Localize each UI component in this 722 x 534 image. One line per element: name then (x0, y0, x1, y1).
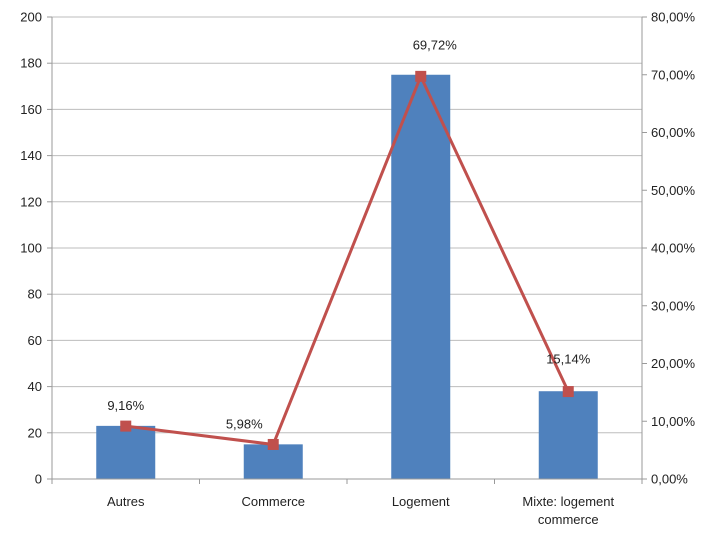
data-label: 5,98% (226, 416, 263, 431)
category-label: Mixte: logement (522, 494, 614, 509)
left-axis-tick-label: 80 (28, 287, 42, 302)
category-label: commerce (538, 512, 599, 527)
category-label: Commerce (241, 494, 305, 509)
data-label: 69,72% (413, 37, 458, 52)
left-axis-tick-label: 0 (35, 472, 42, 487)
bar-series (96, 74, 598, 479)
right-axis-tick-label: 80,00% (651, 10, 696, 25)
line-marker (120, 420, 132, 432)
bar (243, 444, 303, 479)
line-marker (415, 70, 427, 82)
right-axis-tick-label: 60,00% (651, 125, 696, 140)
right-axis-tick-label: 30,00% (651, 298, 696, 313)
line-series (120, 70, 574, 450)
left-axis-tick-label: 160 (20, 102, 42, 117)
left-axis-tick-label: 20 (28, 425, 42, 440)
bar (96, 425, 156, 479)
category-label: Logement (392, 494, 450, 509)
data-label: 15,14% (546, 352, 591, 367)
right-axis-tick-label: 10,00% (651, 414, 696, 429)
axes (47, 16, 647, 484)
data-label: 9,16% (107, 398, 144, 413)
left-axis-tick-label: 140 (20, 148, 42, 163)
left-axis-tick-label: 60 (28, 333, 42, 348)
left-axis-tick-label: 40 (28, 379, 42, 394)
bar (538, 391, 598, 479)
labels: 0 20 40 60 80 100 120 140 160 180 200 0,00% 10,00% 20… (20, 10, 695, 528)
left-axis-tick-label: 180 (20, 56, 42, 71)
right-axis-tick-label: 40,00% (651, 241, 696, 256)
category-label: Autres (107, 494, 145, 509)
right-axis-tick-label: 50,00% (651, 183, 696, 198)
line-marker (267, 438, 279, 450)
left-axis-tick-label: 100 (20, 241, 42, 256)
left-axis-tick-label: 200 (20, 10, 42, 25)
line-marker (562, 386, 574, 398)
right-axis-tick-label: 0,00% (651, 472, 688, 487)
percent-line (125, 74, 570, 446)
right-axis-tick-label: 20,00% (651, 356, 696, 371)
left-axis-tick-label: 120 (20, 194, 42, 209)
right-axis-tick-label: 70,00% (651, 67, 696, 82)
bar (391, 74, 451, 479)
